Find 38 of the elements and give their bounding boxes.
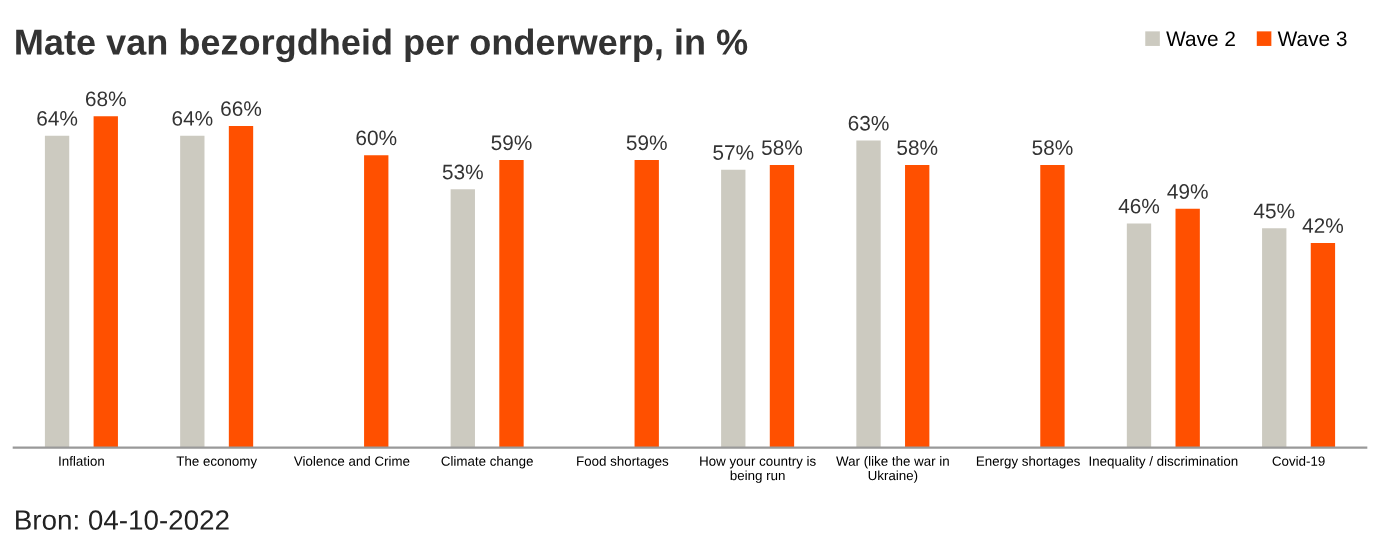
chart-title: Mate van bezorgdheid per onderwerp, in % — [16, 28, 748, 63]
data-label: 53% — [442, 164, 483, 180]
data-label: 64% — [37, 111, 78, 126]
bar — [1126, 223, 1152, 448]
data-label: 66% — [221, 101, 262, 116]
bar — [769, 164, 795, 448]
bar — [1262, 228, 1287, 448]
text: Bron: 04-10-2022 — [16, 510, 229, 530]
data-label: 58% — [1032, 140, 1073, 155]
bar — [450, 189, 475, 448]
bar — [228, 125, 254, 448]
bar — [1310, 242, 1336, 448]
bar — [44, 135, 70, 448]
data-label: 57% — [713, 145, 754, 160]
data-label: 60% — [356, 130, 397, 146]
bar — [93, 116, 118, 448]
bar — [1040, 164, 1065, 448]
data-label: 46% — [1118, 198, 1160, 214]
bar — [721, 169, 746, 448]
data-label: 42% — [1302, 218, 1344, 233]
bar — [905, 164, 930, 448]
bar — [1175, 208, 1200, 448]
bar — [634, 160, 659, 448]
data-label: 59% — [491, 135, 532, 151]
data-label: 58% — [761, 140, 803, 155]
bar — [499, 160, 524, 448]
data-label: 45% — [1253, 203, 1295, 219]
legend-label: Wave 3 — [1277, 31, 1347, 47]
data-label: 63% — [848, 115, 889, 131]
data-label: 68% — [85, 91, 126, 107]
data-label: 59% — [626, 135, 667, 151]
bar — [180, 135, 205, 448]
data-label: 64% — [172, 111, 213, 126]
legend-label: Wave 2 — [1166, 31, 1235, 47]
bar — [364, 155, 389, 448]
bar — [856, 140, 881, 448]
data-label: 49% — [1167, 184, 1208, 199]
data-label: 58% — [897, 140, 938, 155]
